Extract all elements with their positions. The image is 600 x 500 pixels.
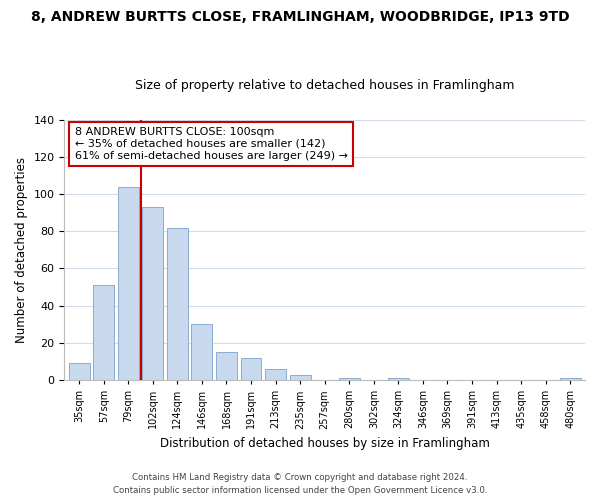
Bar: [560, 378, 581, 380]
Bar: [265, 369, 286, 380]
Bar: [167, 228, 188, 380]
Text: Contains HM Land Registry data © Crown copyright and database right 2024.
Contai: Contains HM Land Registry data © Crown c…: [113, 474, 487, 495]
Text: 8, ANDREW BURTTS CLOSE, FRAMLINGHAM, WOODBRIDGE, IP13 9TD: 8, ANDREW BURTTS CLOSE, FRAMLINGHAM, WOO…: [31, 10, 569, 24]
Bar: [216, 352, 237, 380]
Text: 8 ANDREW BURTTS CLOSE: 100sqm
← 35% of detached houses are smaller (142)
61% of : 8 ANDREW BURTTS CLOSE: 100sqm ← 35% of d…: [75, 128, 348, 160]
Bar: [69, 364, 89, 380]
Bar: [388, 378, 409, 380]
Bar: [191, 324, 212, 380]
Bar: [290, 374, 311, 380]
Bar: [118, 186, 139, 380]
Bar: [142, 207, 163, 380]
Bar: [93, 285, 114, 380]
X-axis label: Distribution of detached houses by size in Framlingham: Distribution of detached houses by size …: [160, 437, 490, 450]
Y-axis label: Number of detached properties: Number of detached properties: [15, 157, 28, 343]
Title: Size of property relative to detached houses in Framlingham: Size of property relative to detached ho…: [135, 79, 514, 92]
Bar: [241, 358, 262, 380]
Bar: [339, 378, 359, 380]
